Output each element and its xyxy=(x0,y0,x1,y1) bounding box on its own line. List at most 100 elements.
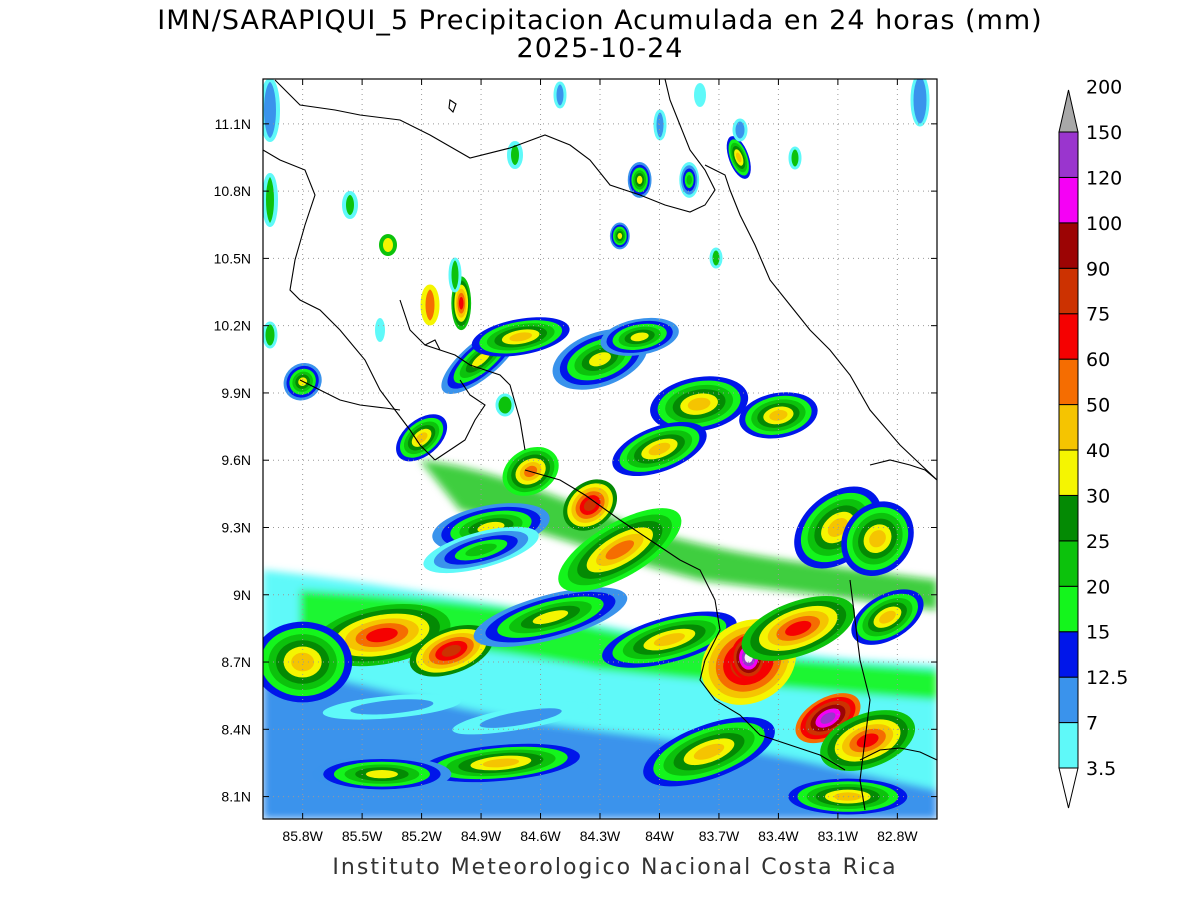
lon-tick-label: 82.8W xyxy=(877,828,918,844)
precip-cell xyxy=(739,392,818,439)
shower-cell xyxy=(732,118,748,142)
precip-cell-ring xyxy=(769,410,788,421)
precip-cell-ring xyxy=(617,232,623,240)
precip-cells xyxy=(263,136,924,815)
precip-cell-ring xyxy=(583,499,597,511)
lon-axis: 85.8W 85.5W 85.2W 84.9W 84.6W 84.3W 84W 83.7W 83… xyxy=(282,79,918,844)
colorbar-swatch xyxy=(1058,676,1079,724)
colorbar-label: 150 xyxy=(1086,122,1122,144)
precip-cell-ring xyxy=(856,733,879,748)
precip-cell-ring xyxy=(735,152,742,163)
shower-cell xyxy=(910,79,930,127)
lon-tick-label: 85.2W xyxy=(401,828,442,844)
precip-band-caribbean xyxy=(420,460,937,610)
north-showers xyxy=(263,79,930,417)
colorbar-max-arrow xyxy=(1058,89,1079,133)
precip-cell xyxy=(627,161,652,198)
bay-outline xyxy=(424,339,441,351)
nicoya-coast xyxy=(299,379,401,411)
precip-cell xyxy=(643,717,775,787)
shower-cell xyxy=(694,83,706,107)
precip-cell-ring xyxy=(365,770,398,779)
precip-cell-ring xyxy=(693,743,725,760)
shower-cell xyxy=(507,141,523,169)
precip-cell-ring xyxy=(458,297,464,310)
shower-cell xyxy=(375,318,385,342)
precip-cell xyxy=(558,508,682,592)
colorbar-swatch xyxy=(1058,540,1079,587)
precip-cell-ring xyxy=(605,540,635,560)
colorbar-swatch xyxy=(1058,313,1079,360)
precip-cell xyxy=(471,317,570,357)
lon-tick-label: 84.9W xyxy=(461,828,502,844)
lat-tick-label: 9N xyxy=(233,587,251,603)
colorbar-label: 7 xyxy=(1086,713,1098,735)
colorbar-swatch xyxy=(1058,449,1079,496)
lon-tick-label: 84.3W xyxy=(580,828,621,844)
colorbar-label: 60 xyxy=(1086,349,1110,371)
precip-cell xyxy=(396,414,448,462)
lon-tick-label: 83.4W xyxy=(758,828,799,844)
map-date: 2025-10-24 xyxy=(516,33,684,64)
precip-cell-ring xyxy=(630,332,649,342)
gulf-coast xyxy=(434,379,486,461)
colorbar-label: 20 xyxy=(1086,576,1110,598)
map-grid xyxy=(263,79,937,819)
precip-cell xyxy=(602,611,737,668)
precip-cell xyxy=(726,136,751,179)
precip-cell-ring xyxy=(509,332,532,342)
precip-cell-ring xyxy=(653,633,685,647)
colorbar-label: 15 xyxy=(1086,622,1110,644)
precip-cell xyxy=(313,603,451,667)
map-title: IMN/SARAPIQUI_5 Precipitacion Acumulada … xyxy=(157,5,1043,36)
central-coast xyxy=(399,299,526,451)
precip-cell-ring xyxy=(350,699,434,715)
lat-tick-label: 9.3N xyxy=(221,519,251,535)
shower-cell xyxy=(263,79,280,142)
lat-tick-label: 9.6N xyxy=(221,452,251,468)
shower-cell xyxy=(420,284,440,326)
colorbar-label: 50 xyxy=(1086,395,1110,417)
colorbar-swatch xyxy=(1058,358,1079,406)
colorbar-swatch xyxy=(1058,131,1079,178)
colorbar-swatch xyxy=(1058,631,1079,678)
colorbar-min-arrow xyxy=(1058,767,1079,809)
colorbar-swatch xyxy=(1058,722,1079,769)
colorbar-label: 90 xyxy=(1086,258,1110,280)
colorbar-swatch xyxy=(1058,222,1079,269)
lat-tick-label: 8.4N xyxy=(221,721,251,737)
colorbar-label: 75 xyxy=(1086,304,1110,326)
colorbar-swatch xyxy=(1058,494,1079,542)
colorbar-label: 12.5 xyxy=(1086,667,1128,689)
shower-cell xyxy=(263,321,278,349)
precip-cell xyxy=(820,710,916,771)
lat-tick-label: 8.7N xyxy=(221,654,251,670)
precip-cell-ring xyxy=(415,432,428,444)
shower-cell xyxy=(448,257,462,293)
lake-nicaragua-shore xyxy=(274,79,716,213)
colorbar-label: 100 xyxy=(1086,213,1122,235)
lon-tick-label: 85.5W xyxy=(342,828,383,844)
precip-cell xyxy=(650,376,749,433)
precip-cell xyxy=(851,589,924,645)
lat-tick-label: 10.2N xyxy=(214,318,251,334)
panama-border xyxy=(849,579,871,811)
lon-tick-label: 84W xyxy=(645,828,675,844)
shower-cell xyxy=(495,393,515,417)
shower-cell xyxy=(553,81,567,109)
precip-cell-ring xyxy=(785,620,812,636)
lat-tick-label: 10.8N xyxy=(214,183,251,199)
precip-cell-ring xyxy=(441,644,461,657)
colorbar-swatch xyxy=(1058,176,1079,224)
colorbar: 3.5 7 12.5 15 20 25 30 40 50 60 75 90 100 120 150 200 xyxy=(1058,77,1128,809)
lat-tick-label: 10.5N xyxy=(214,250,251,266)
precip-cell xyxy=(452,701,590,735)
colorbar-label: 40 xyxy=(1086,440,1110,462)
colorbar-label: 25 xyxy=(1086,531,1110,553)
caribbean-coast xyxy=(524,469,846,771)
precip-cell xyxy=(600,317,679,356)
osa-coast xyxy=(859,747,937,761)
precip-cell xyxy=(679,161,700,198)
precip-cell xyxy=(741,595,855,661)
